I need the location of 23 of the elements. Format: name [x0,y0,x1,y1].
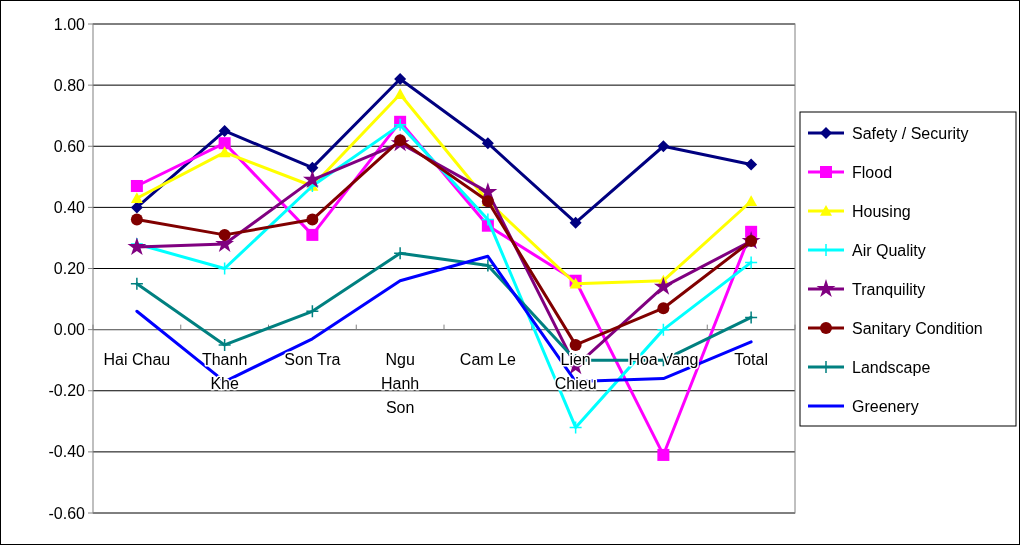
y-tick-label: -0.40 [48,443,86,461]
legend-label: Housing [852,202,911,220]
legend-label: Greenery [852,397,919,415]
y-tick-label: 0.80 [53,76,86,94]
y-tick-label: 0.40 [53,198,86,216]
y-tick-label: 0.60 [53,137,86,155]
legend-label: Safety / Security [852,124,969,142]
legend-label: Air Quality [852,241,926,259]
y-tick-label: -0.60 [48,504,86,522]
x-tick-label: Son Tra [284,350,341,368]
y-tick-label: 0.20 [53,260,86,278]
y-tick-label: -0.20 [48,382,86,400]
x-tick-label: Ngu Hanh Son [381,350,420,416]
y-tick-label: 1.00 [53,15,86,33]
legend-label: Landscape [852,358,931,376]
legend-label: Tranquility [852,280,926,298]
x-tick-label: Total [734,350,769,368]
legend-label: Sanitary Condition [852,319,983,337]
legend-label: Flood [852,163,893,181]
y-tick-label: 0.00 [53,321,86,339]
x-tick-label: Hai Chau [103,350,171,368]
x-tick-label: Cam Le [459,350,516,368]
x-tick-label: Thanh Khe [201,350,248,392]
